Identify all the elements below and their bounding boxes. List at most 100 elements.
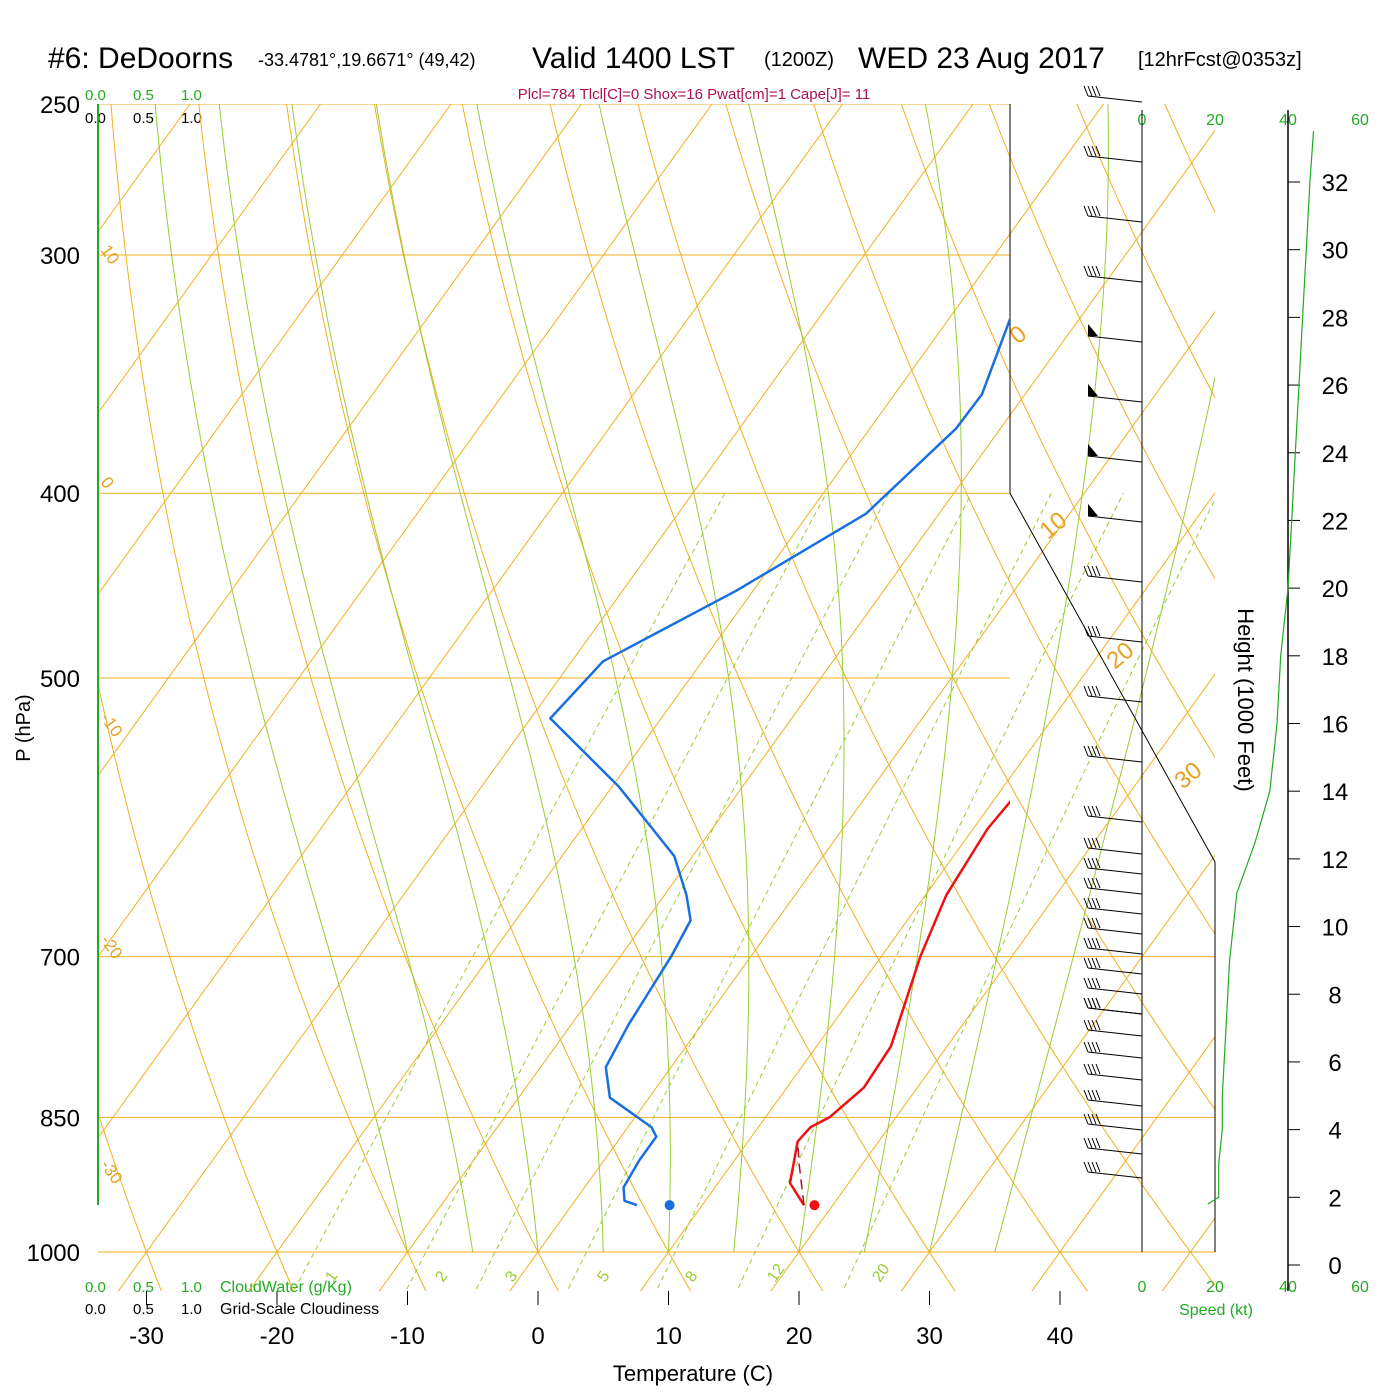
dry-adiabat xyxy=(373,104,824,1291)
wind-barb-feather xyxy=(1091,805,1097,817)
wind-barb-feather xyxy=(1095,977,1101,989)
height-tick-label: 28 xyxy=(1322,305,1349,332)
mixing-ratio-label: 12 xyxy=(764,1261,788,1285)
wind-barb-feather xyxy=(1091,565,1097,577)
moist-adiabat xyxy=(748,104,845,1253)
wind-barb-staff xyxy=(1087,887,1143,895)
wind-barb-staff xyxy=(1087,1171,1143,1179)
wind-barb-feather xyxy=(1083,997,1089,1009)
cloudwater-tick: 1.0 xyxy=(181,87,202,104)
cloudwater-label: CloudWater (g/Kg) xyxy=(220,1279,352,1296)
isotherm-label: -10 xyxy=(97,709,127,740)
wind-barb-feather xyxy=(1091,977,1097,989)
isotherm-line xyxy=(248,104,1104,1291)
wind-barb-feather xyxy=(1083,745,1089,757)
dry-adiabat xyxy=(461,104,956,1291)
wind-barb-feather xyxy=(1091,1113,1097,1125)
wind-barb-feather xyxy=(1091,205,1097,217)
height-tick-label: 14 xyxy=(1322,779,1349,806)
cloudiness-tick: 0.0 xyxy=(85,110,106,127)
wind-barb-feather xyxy=(1083,877,1089,889)
wind-barb-pennant xyxy=(1088,384,1098,396)
wind-barb-feather xyxy=(1087,1063,1093,1075)
isotherm-label: 10 xyxy=(97,241,123,267)
forecast-info: [12hrFcst@0353z] xyxy=(1138,49,1302,71)
wind-barb-feather xyxy=(1087,265,1093,277)
speed-tick: 20 xyxy=(1206,112,1224,129)
wind-barb-staff xyxy=(1087,1051,1143,1059)
wind-barb-feather xyxy=(1095,265,1101,277)
cloudiness-tick: 0.0 xyxy=(85,1301,106,1318)
cloudwater-tick: 0.0 xyxy=(85,87,106,104)
dry-adiabat xyxy=(988,104,1215,580)
moist-adiabat xyxy=(863,104,962,1253)
temperature-tick-label: 20 xyxy=(786,1323,813,1350)
wind-barb-staff xyxy=(1087,695,1143,703)
wind-barb-feather xyxy=(1091,625,1097,637)
wind-barb-feather xyxy=(1083,1019,1089,1031)
dry-adiabat xyxy=(813,104,1215,935)
mixing-ratio-line xyxy=(474,492,890,1291)
isotherm-line xyxy=(98,104,843,1139)
moist-adiabat xyxy=(929,104,1109,1253)
wind-barb-feather xyxy=(1095,1019,1101,1031)
moist-adiabat xyxy=(598,104,750,1253)
wind-barb-feather xyxy=(1087,877,1093,889)
moist-adiabat xyxy=(291,104,539,1253)
height-tick-label: 22 xyxy=(1322,508,1349,535)
wind-barb-feather xyxy=(1091,997,1097,1009)
moist-adiabat xyxy=(476,104,671,1253)
cloudwater-tick: 1.0 xyxy=(181,1279,202,1296)
isotherm-line xyxy=(98,104,713,958)
wind-barb-feather xyxy=(1083,937,1089,949)
mixing-ratio-label: 20 xyxy=(869,1261,893,1285)
utc-time: (1200Z) xyxy=(764,49,834,71)
dry-adiabat xyxy=(110,104,427,1291)
mixing-ratio-line xyxy=(405,492,827,1291)
wind-barb-feather xyxy=(1095,1137,1101,1149)
wind-barb-feather xyxy=(1087,1089,1093,1101)
wind-barb-feather xyxy=(1083,857,1089,869)
isotherm-line xyxy=(770,673,1215,1291)
wind-barb-feather xyxy=(1083,1137,1089,1149)
moist-adiabat xyxy=(375,104,604,1253)
mixing-ratio-line xyxy=(293,492,726,1291)
cloudiness-label: Grid-Scale Cloudiness xyxy=(220,1301,379,1318)
height-tick-label: 32 xyxy=(1322,170,1349,197)
wind-barb-feather xyxy=(1095,1041,1101,1053)
wind-barb-feather xyxy=(1087,205,1093,217)
wind-barb-staff xyxy=(1087,1147,1143,1155)
mixing-ratio-label: 3 xyxy=(502,1268,521,1285)
wind-barb-feather xyxy=(1095,565,1101,577)
moist-adiabat xyxy=(218,104,474,1253)
wind-barb-feather xyxy=(1087,997,1093,1009)
wind-barb-feather xyxy=(1083,205,1089,217)
wind-barb-staff xyxy=(1087,95,1143,103)
height-tick-label: 0 xyxy=(1328,1253,1341,1280)
wind-barbs xyxy=(1083,85,1143,1179)
wind-barb-feather xyxy=(1091,897,1097,909)
wind-barb-pennant xyxy=(1088,324,1098,336)
parcel-path xyxy=(796,1141,805,1206)
stability-indices: Plcl=784 Tlcl[C]=0 Shox=16 Pwat[cm]=1 Ca… xyxy=(518,86,871,103)
pressure-tick-label: 500 xyxy=(40,666,80,693)
station-name: #6: DeDoorns xyxy=(48,42,233,75)
wind-barb-feather xyxy=(1083,897,1089,909)
dry-adiabat xyxy=(1237,70,1400,1353)
cloudwater-tick: 0.5 xyxy=(133,1279,154,1296)
wind-barb-feather xyxy=(1087,917,1093,929)
wind-barb-pennant xyxy=(1088,504,1098,516)
x-axis-title: Temperature (C) xyxy=(613,1361,773,1386)
dry-adiabat xyxy=(98,681,295,1291)
isotherm-label: 0 xyxy=(97,473,118,492)
wind-barb-feather xyxy=(1083,265,1089,277)
dry-adiabat xyxy=(286,104,692,1291)
mixing-ratio-line xyxy=(655,492,1052,1291)
wind-barb-feather xyxy=(1083,685,1089,697)
station-coords: -33.4781°,19.6671° (49,42) xyxy=(258,50,476,70)
wind-barb-staff xyxy=(1087,395,1143,403)
wind-barb-feather xyxy=(1095,997,1101,1009)
wind-barb-staff xyxy=(1087,155,1143,163)
isotherm-line xyxy=(98,104,582,777)
wind-barb-feather xyxy=(1095,685,1101,697)
